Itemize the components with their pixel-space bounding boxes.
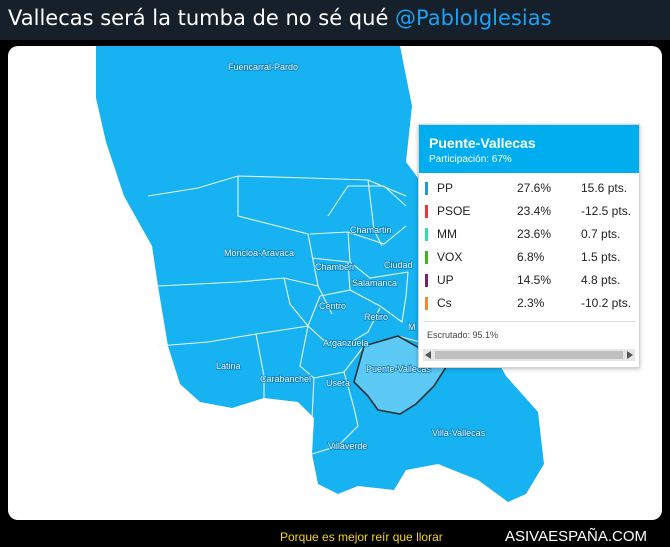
party-color-swatch (425, 297, 428, 310)
party-percentage: 14.5% (517, 273, 552, 287)
party-percentage: 6.8% (517, 250, 545, 264)
district-label: Usera (326, 378, 350, 388)
district-label: M (408, 322, 416, 332)
tooltip-header: Puente-Vallecas Participación: 67% (419, 125, 639, 173)
district-labels: Fuencarral-Pardo Moncloa-Aravaca Chamart… (215, 61, 486, 452)
party-name: PSOE (437, 204, 471, 218)
district-boundaries (147, 175, 457, 455)
party-difference: -12.5 pts. (581, 204, 632, 218)
tweet-text: Vallecas será la tumba de no sé qué @Pab… (8, 6, 552, 30)
party-name: VOX (437, 250, 463, 264)
tooltip-horizontal-scrollbar[interactable] (423, 349, 635, 361)
tooltip-participation: Participación: 67% (429, 154, 512, 165)
party-difference: 4.8 pts. (581, 273, 621, 287)
tweet-body: Vallecas será la tumba de no sé qué (8, 6, 396, 30)
district-label: Chamberi (315, 262, 354, 272)
tweet-header: Vallecas será la tumba de no sé qué @Pab… (0, 0, 670, 40)
party-percentage: 23.4% (517, 204, 552, 218)
party-name: PP (437, 181, 454, 195)
result-row: UP 14.5% 4.8 pts. (419, 269, 639, 292)
party-color-swatch (425, 228, 428, 241)
party-color-swatch (425, 205, 428, 218)
tooltip-divider (423, 321, 635, 322)
footer-brand: ASIVAESPAÑA.COM (505, 528, 647, 545)
party-color-swatch (425, 274, 428, 287)
party-difference: 1.5 pts. (581, 250, 621, 264)
scrutiny-status: Escrutado: 95.1% (427, 330, 499, 340)
party-percentage: 2.3% (517, 296, 545, 310)
party-name: UP (437, 273, 454, 287)
district-label: Moncloa-Aravaca (224, 248, 294, 258)
district-label: Chamartin (350, 225, 392, 235)
district-tooltip: Puente-Vallecas Participación: 67% PP 27… (418, 124, 640, 368)
district-label: Carabanchel (260, 374, 311, 384)
result-row: PP 27.6% 15.6 pts. (419, 177, 639, 200)
district-label: Puente-Vallecas (366, 364, 431, 374)
tooltip-results: PP 27.6% 15.6 pts. PSOE 23.4% -12.5 pts.… (419, 173, 639, 315)
party-difference: 15.6 pts. (581, 181, 628, 195)
party-percentage: 27.6% (517, 181, 552, 195)
result-row: VOX 6.8% 1.5 pts. (419, 246, 639, 269)
district-label: Arganzuela (323, 338, 369, 348)
scroll-left-icon[interactable] (425, 351, 431, 359)
result-row: MM 23.6% 0.7 pts. (419, 223, 639, 246)
party-difference: 0.7 pts. (581, 227, 621, 241)
footer-tagline: Porque es mejor reír que llorar (280, 530, 443, 544)
tooltip-title: Puente-Vallecas (429, 135, 536, 151)
scroll-right-icon[interactable] (627, 351, 633, 359)
district-label: Centro (319, 301, 346, 311)
district-label: Retiro (364, 312, 388, 322)
party-color-swatch (425, 251, 428, 264)
party-color-swatch (425, 182, 428, 195)
party-name: MM (437, 227, 457, 241)
party-difference: -10.2 pts. (581, 296, 632, 310)
district-label: Salamanca (352, 278, 397, 288)
result-row: Cs 2.3% -10.2 pts. (419, 292, 639, 315)
scrollbar-thumb[interactable] (435, 351, 623, 359)
district-label: Villa-Vallecas (432, 428, 486, 438)
district-label: Latina (216, 361, 241, 371)
result-row: PSOE 23.4% -12.5 pts. (419, 200, 639, 223)
district-label: Fuencarral-Pardo (228, 62, 298, 72)
party-name: Cs (437, 296, 452, 310)
party-percentage: 23.6% (517, 227, 552, 241)
tweet-mention-link[interactable]: @PabloIglesias (395, 6, 552, 30)
madrid-district-map[interactable]: Fuencarral-Pardo Moncloa-Aravaca Chamart… (8, 46, 662, 520)
district-label: Villaverde (328, 441, 367, 451)
watermark-footer: Porque es mejor reír que llorar ASIVAESP… (0, 527, 670, 547)
district-label: Ciudad (384, 260, 413, 270)
